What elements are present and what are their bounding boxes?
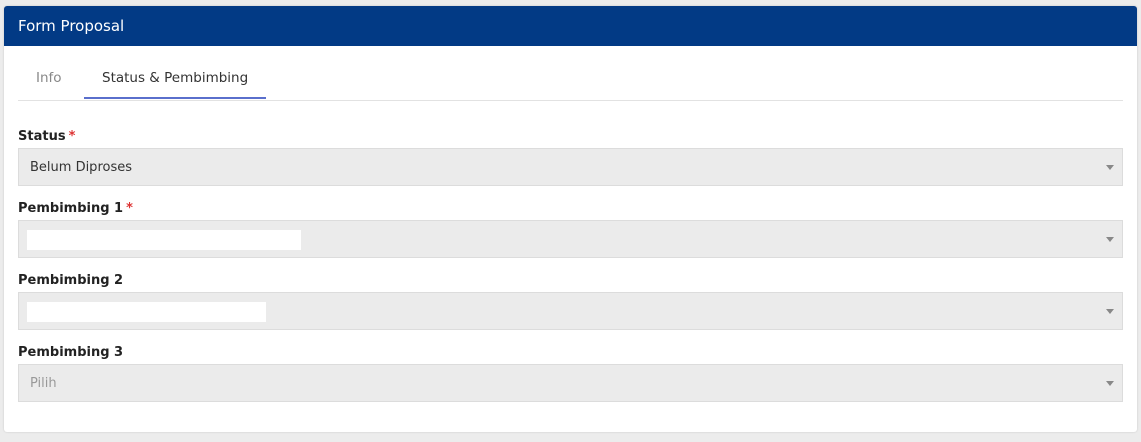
required-mark: * xyxy=(68,129,76,144)
field-label: Pembimbing 3 xyxy=(18,345,123,360)
form-card: Form Proposal Info Status & Pembimbing S… xyxy=(4,6,1137,432)
label-text: Pembimbing 2 xyxy=(18,273,124,288)
label-text: Pembimbing 1 xyxy=(18,201,124,216)
select-value: Belum Diproses xyxy=(30,160,132,175)
label-text: Pembimbing 3 xyxy=(18,345,124,360)
field-label: Pembimbing 2 xyxy=(18,273,123,288)
dropdown-arrow xyxy=(1106,237,1114,242)
field-label: Pembimbing 1 * xyxy=(18,201,133,216)
select[interactable] xyxy=(18,220,1123,258)
select[interactable]: Pilih xyxy=(18,364,1123,402)
field-label: Status * xyxy=(18,129,75,144)
dropdown-arrow xyxy=(1106,165,1114,170)
label-text: Status xyxy=(18,129,66,144)
tab[interactable]: Info xyxy=(36,70,62,86)
redacted-value xyxy=(27,302,266,322)
tab[interactable]: Status & Pembimbing xyxy=(84,70,267,99)
select-placeholder: Pilih xyxy=(30,376,57,391)
dropdown-arrow xyxy=(1106,309,1114,314)
tab-bar: Info Status & Pembimbing xyxy=(18,58,1123,101)
select[interactable]: Belum Diproses xyxy=(18,148,1123,186)
card-header: Form Proposal xyxy=(4,6,1137,46)
select[interactable] xyxy=(18,292,1123,330)
dropdown-arrow xyxy=(1106,381,1114,386)
header-title: Form Proposal xyxy=(18,17,125,35)
redacted-value xyxy=(27,230,301,250)
required-mark: * xyxy=(126,201,133,216)
